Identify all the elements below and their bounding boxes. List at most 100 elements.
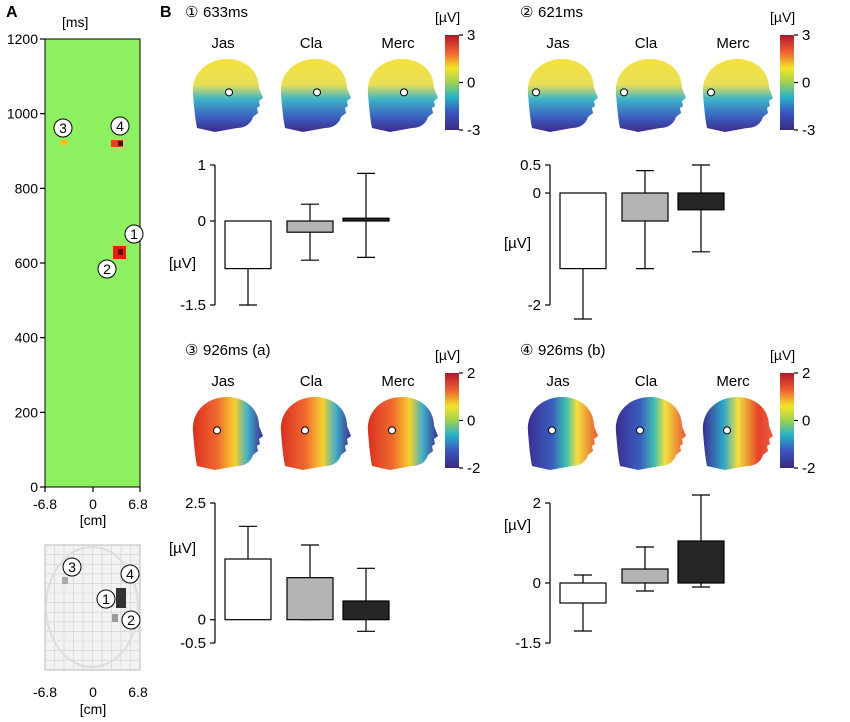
- subpanel-2: ② 621ms Jas Cla Merc [µV] 3 0 -3 0.5 0 -2 [µV]: [504, 4, 815, 320]
- head-topomap-jas: [527, 396, 598, 470]
- a-ytick-0: 0: [30, 479, 38, 495]
- electrode-dot: [620, 88, 628, 97]
- panel-a-y-unit: [ms]: [62, 14, 88, 30]
- svg-text:1: 1: [130, 226, 138, 242]
- ytick-1: 0: [533, 185, 541, 202]
- svg-text:4: 4: [116, 118, 124, 134]
- electrode-dot: [400, 88, 408, 97]
- head-label-cla: Cla: [300, 373, 323, 390]
- bar-jas: [559, 582, 607, 604]
- sensor-marker-3: 3: [62, 557, 82, 577]
- head-label-merc: Merc: [381, 35, 415, 52]
- a-xtick-0: -6.8: [33, 496, 57, 512]
- head-label-merc: Merc: [716, 373, 750, 390]
- electrode-dot: [723, 426, 731, 435]
- head-topomap-merc: [702, 58, 773, 132]
- map-area: [44, 38, 141, 488]
- y-axis-unit: [µV]: [504, 235, 531, 252]
- bar-jas: [224, 220, 272, 270]
- ytick-2: -0.5: [180, 635, 206, 652]
- head-label-merc: Merc: [381, 373, 415, 390]
- colorbar-tick-0: 2: [802, 365, 810, 382]
- ytick-1: 0: [198, 612, 206, 629]
- bar-merc: [342, 217, 390, 222]
- electrode-dot: [548, 426, 556, 435]
- marker-2: 2: [97, 259, 117, 279]
- head-topomap-jas: [192, 58, 263, 132]
- colorbar-tick-1: 0: [467, 75, 475, 92]
- ytick-0: 2.5: [185, 495, 206, 512]
- head-label-jas: Jas: [211, 373, 234, 390]
- colorbar: [445, 35, 459, 130]
- subpanel-title-num: ①: [185, 4, 198, 21]
- subpanel-3: ③ 926ms (a) Jas Cla Merc [µV] 2 0 -2 2.5 0 -0.5 [µV]: [169, 342, 480, 652]
- sensor-xtick-1: 0: [89, 684, 97, 700]
- ytick-2: -1.5: [180, 297, 206, 314]
- sensor-xtick-2: 6.8: [128, 684, 148, 700]
- svg-text:3: 3: [59, 120, 67, 136]
- colorbar-tick-0: 3: [802, 27, 810, 44]
- head-label-cla: Cla: [635, 373, 658, 390]
- colorbar-tick-2: -3: [802, 122, 815, 139]
- colorbar: [445, 373, 459, 468]
- colorbar-tick-2: -2: [467, 460, 480, 477]
- head-label-jas: Jas: [546, 373, 569, 390]
- head-topomap-cla: [615, 58, 686, 132]
- ytick-1: 0: [198, 213, 206, 230]
- sensor-marker-1: 1: [96, 589, 116, 609]
- colorbar-unit: [µV]: [770, 347, 795, 363]
- head-topomap-cla: [280, 396, 351, 470]
- subpanel-title: 621ms: [538, 4, 583, 21]
- a-ytick-1: 200: [15, 404, 39, 420]
- bar-cla: [286, 220, 334, 233]
- ytick-0: 2: [533, 495, 541, 512]
- y-axis-unit: [µV]: [169, 540, 196, 557]
- panel-a-map: [ms] 0 200 400 600 800 1000 1200 -6.8 0 6.8 [c…: [7, 14, 148, 528]
- bar-cla: [621, 192, 669, 222]
- a-ytick-6: 1200: [7, 31, 38, 47]
- panel-a-y-ticks: 0 200 400 600 800 1000 1200: [7, 31, 45, 495]
- electrode-dot: [313, 88, 321, 97]
- head-topomap-jas: [527, 58, 598, 132]
- subpanel-title-num: ③: [185, 342, 198, 359]
- colorbar-tick-1: 0: [467, 413, 475, 430]
- sensor-x-unit: [cm]: [80, 701, 106, 717]
- colorbar: [780, 35, 794, 130]
- sensor-marker-4: 4: [120, 564, 140, 584]
- head-label-cla: Cla: [635, 35, 658, 52]
- marker-4: 4: [110, 116, 130, 136]
- marker-3: 3: [53, 118, 73, 138]
- subpanel-title-num: ②: [520, 4, 533, 21]
- bar-jas: [559, 192, 607, 270]
- y-axis-unit: [µV]: [169, 255, 196, 272]
- electrode-dot: [388, 426, 396, 435]
- panel-a-x-ticks: -6.8 0 6.8 [cm]: [33, 487, 148, 528]
- a-ytick-5: 1000: [7, 106, 38, 122]
- subpanel-title: 633ms: [203, 4, 248, 21]
- subpanel-title: 926ms (b): [538, 342, 606, 359]
- a-ytick-3: 600: [15, 255, 39, 271]
- panel-label-b: B: [160, 4, 172, 21]
- colorbar-unit: [µV]: [770, 9, 795, 25]
- head-topomap-merc: [702, 396, 773, 470]
- colorbar-tick-2: -3: [467, 122, 480, 139]
- colorbar-tick-0: 3: [467, 27, 475, 44]
- y-axis-unit: [µV]: [504, 517, 531, 534]
- a-ytick-2: 400: [15, 330, 39, 346]
- sensor-marker-2: 2: [121, 610, 141, 630]
- head-topomap-jas: [192, 396, 263, 470]
- bar-merc: [677, 192, 725, 211]
- colorbar-tick-1: 0: [802, 75, 810, 92]
- sensor-xtick-0: -6.8: [33, 684, 57, 700]
- electrode-dot: [301, 426, 309, 435]
- head-topomap-cla: [615, 396, 686, 470]
- ytick-2: -1.5: [515, 635, 541, 652]
- subpanel-title: 926ms (a): [203, 342, 271, 359]
- bar-merc: [677, 540, 725, 584]
- ytick-0: 0.5: [520, 157, 541, 174]
- ytick-2: -2: [528, 297, 541, 314]
- blob-3: [60, 140, 68, 145]
- ytick-1: 0: [533, 575, 541, 592]
- svg-text:1: 1: [102, 591, 110, 607]
